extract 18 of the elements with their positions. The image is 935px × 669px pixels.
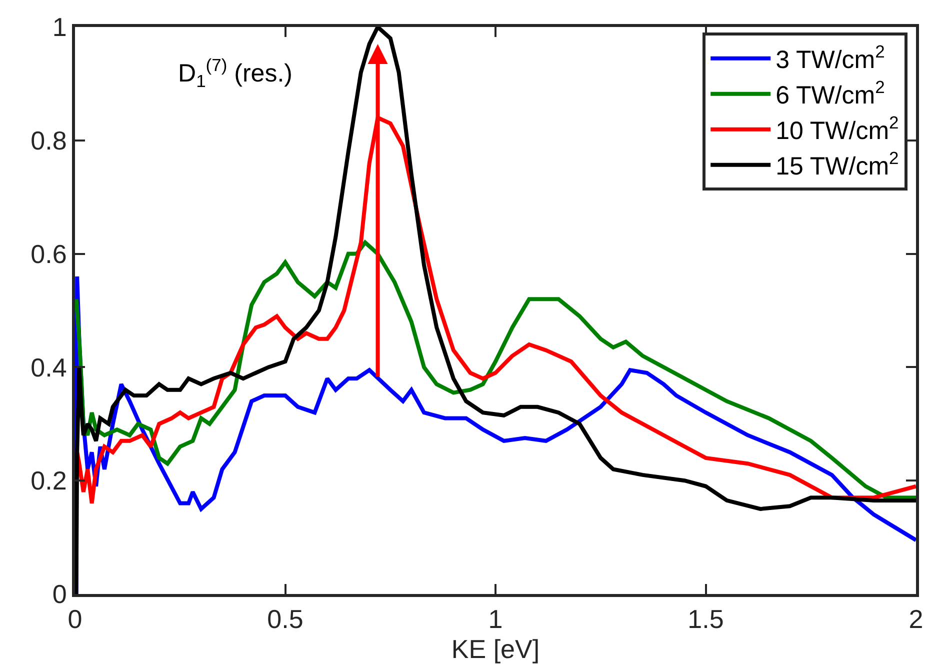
legend-label: 15 TW/cm$^{2}$ (776, 148, 899, 181)
legend-label: 6 TW/cm$^{2}$ (776, 77, 885, 110)
y-tick-label: 0 (52, 579, 67, 610)
y-tick-label: 0.4 (30, 352, 67, 382)
line-series (75, 240, 916, 500)
legend-label: 10 TW/cm$^{2}$ (776, 112, 899, 146)
x-tick-label: 2 (908, 604, 924, 634)
x-tick-label: 1 (488, 604, 503, 634)
y-tick-label: 0.8 (30, 126, 67, 156)
legend-label: 3 TW/cm$^{2}$ (776, 42, 885, 74)
y-tick-label: 1 (52, 12, 67, 42)
line-series (75, 27, 916, 594)
y-tick-label: 0.6 (30, 238, 67, 269)
x-tick-label: 0.5 (267, 604, 304, 634)
x-axis-title: KE [eV] (451, 634, 540, 664)
y-tick-label: 0.2 (30, 466, 67, 496)
annotation: D$_{1}$$^{(7)}$ (res.) (178, 55, 292, 91)
x-tick-label: 1.5 (688, 604, 724, 634)
